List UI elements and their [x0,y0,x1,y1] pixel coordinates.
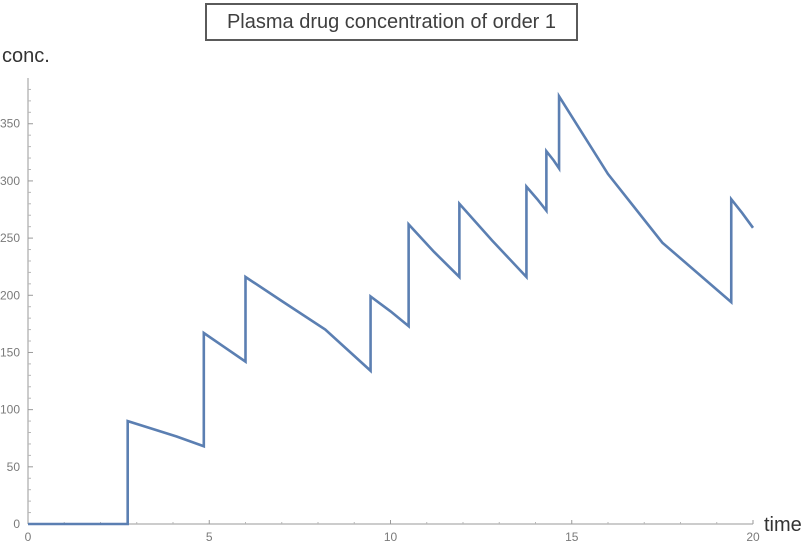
x-tick-label-0: 0 [25,530,32,544]
y-tick-label-350: 350 [0,117,20,131]
chart-title: Plasma drug concentration of order 1 [227,11,556,33]
x-tick-label-10: 10 [384,530,398,544]
series-line-0 [28,91,755,526]
major-ticks-group [27,123,754,525]
chart-title-group: Plasma drug concentration of order 1 [205,3,578,41]
minor-ticks-group [28,88,718,524]
y-tick-label-150: 150 [0,345,20,359]
chart-title-box [205,3,578,41]
y-tick-label-250: 250 [0,231,20,245]
x-tick-label-15: 15 [565,530,579,544]
y-tick-label-50: 50 [7,460,21,474]
y-tick-label-100: 100 [0,403,20,417]
y-tick-label-200: 200 [0,288,20,302]
x-axis-label: time [764,514,802,536]
y-axis-label: conc. [2,45,50,67]
y-tick-label-300: 300 [0,174,20,188]
x-tick-label-20: 20 [746,530,760,544]
x-tick-label-5: 5 [206,530,213,544]
series-layer [28,91,755,526]
y-tick-label-0: 0 [13,517,20,531]
